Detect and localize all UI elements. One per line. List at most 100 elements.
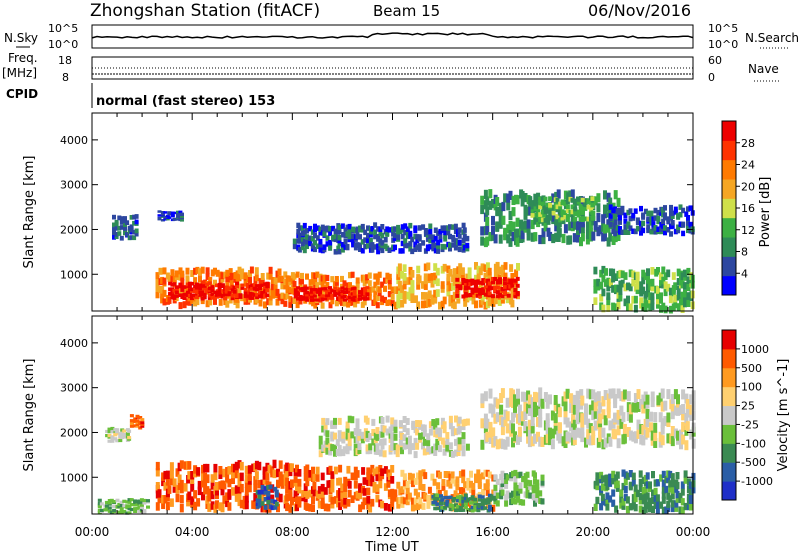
data-cell bbox=[137, 505, 142, 509]
data-cell bbox=[633, 504, 638, 512]
data-cell bbox=[251, 500, 256, 509]
nsky-label: N.Sky bbox=[4, 31, 38, 45]
data-cell bbox=[169, 498, 174, 507]
data-cell bbox=[445, 500, 450, 504]
data-cell bbox=[468, 293, 473, 297]
data-cell bbox=[257, 461, 262, 471]
data-cell bbox=[302, 238, 307, 245]
data-cell bbox=[362, 299, 367, 306]
data-cell bbox=[653, 422, 658, 433]
data-cell bbox=[550, 410, 555, 421]
data-cell bbox=[653, 438, 658, 448]
data-cell bbox=[175, 493, 180, 503]
data-cell bbox=[142, 501, 147, 505]
data-cell bbox=[538, 408, 543, 419]
data-cell bbox=[584, 409, 588, 420]
data-cell bbox=[435, 438, 440, 446]
data-cell bbox=[234, 469, 239, 479]
data-cell bbox=[297, 247, 302, 253]
data-cell bbox=[691, 422, 696, 433]
data-cell bbox=[636, 419, 641, 430]
data-cell bbox=[623, 272, 628, 280]
data-cell bbox=[596, 203, 601, 213]
data-cell bbox=[205, 474, 210, 483]
data-cell bbox=[596, 278, 601, 287]
data-cell bbox=[250, 285, 255, 290]
cpid-text: normal (fast stereo) 153 bbox=[96, 94, 275, 109]
data-cell bbox=[455, 293, 460, 298]
data-cell bbox=[491, 280, 495, 285]
data-cell bbox=[370, 464, 375, 473]
data-cell bbox=[257, 494, 262, 499]
data-cell bbox=[673, 294, 678, 303]
data-cell bbox=[337, 449, 342, 457]
data-cell bbox=[656, 286, 660, 294]
data-cell bbox=[366, 225, 370, 231]
data-cell bbox=[123, 230, 127, 236]
data-cell bbox=[393, 433, 398, 441]
data-cell bbox=[481, 278, 486, 283]
data-cell bbox=[270, 291, 275, 299]
data-cell bbox=[315, 271, 320, 278]
data-cell bbox=[673, 228, 678, 235]
data-cell bbox=[601, 288, 606, 297]
data-cell bbox=[122, 429, 127, 433]
data-cell bbox=[613, 429, 618, 440]
data-cell bbox=[448, 246, 452, 252]
data-cell bbox=[535, 479, 540, 486]
data-cell bbox=[663, 305, 668, 314]
data-cell bbox=[535, 486, 540, 493]
data-cell bbox=[238, 295, 243, 299]
data-cell bbox=[608, 278, 613, 287]
data-cell bbox=[530, 423, 535, 434]
data-cell bbox=[626, 209, 631, 216]
data-cell bbox=[503, 291, 507, 295]
data-cell bbox=[618, 280, 623, 289]
data-cell bbox=[342, 446, 347, 454]
data-cell bbox=[452, 291, 457, 300]
data-cell bbox=[350, 416, 355, 424]
data-cell bbox=[497, 298, 502, 306]
data-cell bbox=[615, 208, 620, 214]
data-cell bbox=[343, 295, 347, 299]
data-cell bbox=[606, 408, 611, 419]
data-cell bbox=[348, 298, 353, 302]
data-cell bbox=[134, 228, 139, 234]
data-cell bbox=[649, 422, 653, 433]
data-cell bbox=[491, 199, 495, 209]
data-cell bbox=[442, 440, 447, 448]
data-cell bbox=[243, 272, 248, 280]
data-cell bbox=[390, 443, 395, 451]
data-cell bbox=[312, 298, 317, 302]
data-cell bbox=[161, 495, 166, 504]
data-cell bbox=[258, 290, 262, 295]
data-cell bbox=[538, 200, 543, 206]
data-cell bbox=[498, 293, 502, 297]
data-cell bbox=[343, 490, 348, 498]
data-cell bbox=[293, 295, 298, 299]
data-cell bbox=[541, 228, 546, 238]
data-cell bbox=[382, 438, 387, 446]
data-cell bbox=[203, 486, 208, 495]
data-cell bbox=[668, 295, 673, 304]
data-cell bbox=[180, 293, 185, 298]
data-cell bbox=[666, 412, 671, 423]
data-cell bbox=[263, 497, 268, 502]
data-cell bbox=[315, 225, 320, 231]
data-cell bbox=[553, 413, 558, 424]
data-cell bbox=[380, 500, 385, 509]
data-cluster bbox=[157, 210, 184, 222]
data-cell bbox=[400, 496, 405, 504]
data-cell bbox=[263, 290, 268, 294]
data-cell bbox=[195, 291, 200, 299]
data-cell bbox=[593, 196, 598, 206]
data-cell bbox=[510, 299, 515, 308]
data-cell bbox=[450, 471, 455, 479]
colorbar-tick-label: -25 bbox=[741, 418, 759, 431]
data-cell bbox=[460, 273, 465, 282]
data-cell bbox=[680, 291, 685, 300]
data-cell bbox=[260, 291, 265, 295]
data-cell bbox=[478, 267, 483, 276]
data-cell bbox=[443, 505, 448, 510]
data-cell bbox=[530, 407, 535, 418]
